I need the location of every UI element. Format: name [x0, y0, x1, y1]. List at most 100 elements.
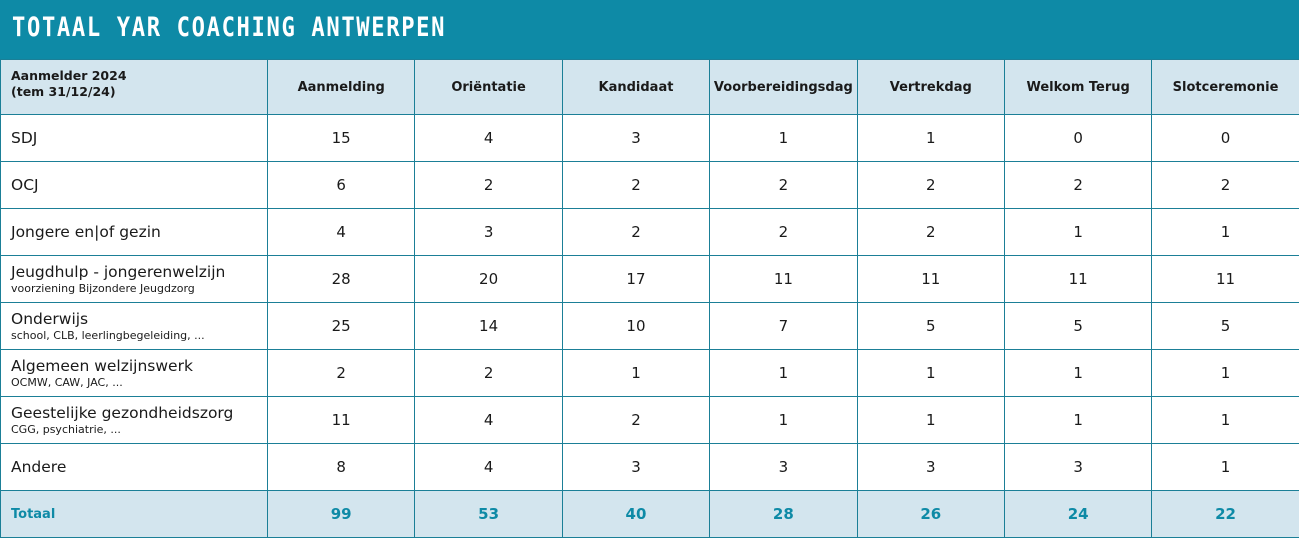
- table-cell: 6: [268, 162, 415, 209]
- row-subtitle: CGG, psychiatrie, ...: [11, 423, 267, 436]
- table-cell: 5: [1004, 303, 1151, 350]
- table-cell: 2: [857, 162, 1004, 209]
- total-value: 24: [1004, 491, 1151, 538]
- table-cell: 1: [857, 115, 1004, 162]
- table-cell: 1: [1152, 397, 1299, 444]
- row-name: Algemeen welzijnswerk: [11, 357, 267, 376]
- header-aanmelder-line1: Aanmelder 2024: [11, 68, 267, 84]
- header-kandidaat: Kandidaat: [562, 60, 709, 115]
- row-name: Onderwijs: [11, 310, 267, 329]
- table-cell: 1: [1004, 209, 1151, 256]
- table-cell: 2: [562, 397, 709, 444]
- total-value: 28: [710, 491, 857, 538]
- row-label: Jongere en|of gezin: [1, 209, 268, 256]
- row-subtitle: voorziening Bijzondere Jeugdzorg: [11, 282, 267, 295]
- header-aanmelder-line2: (tem 31/12/24): [11, 84, 267, 100]
- table-cell: 2: [562, 162, 709, 209]
- row-name: Geestelijke gezondheidszorg: [11, 404, 267, 423]
- table-cell: 1: [710, 350, 857, 397]
- table-cell: 5: [1152, 303, 1299, 350]
- table-cell: 1: [1152, 444, 1299, 491]
- table-cell: 8: [268, 444, 415, 491]
- table-cell: 3: [562, 444, 709, 491]
- table-cell: 5: [857, 303, 1004, 350]
- table-cell: 11: [1152, 256, 1299, 303]
- row-label: OCJ: [1, 162, 268, 209]
- total-label: Totaal: [1, 491, 268, 538]
- table-cell: 3: [415, 209, 562, 256]
- table-cell: 7: [710, 303, 857, 350]
- table-cell: 3: [562, 115, 709, 162]
- header-orientatie: Oriëntatie: [415, 60, 562, 115]
- table-cell: 11: [268, 397, 415, 444]
- table-cell: 1: [1152, 209, 1299, 256]
- table-cell: 1: [1004, 397, 1151, 444]
- page-title: TOTAAL YAR COACHING ANTWERPEN: [12, 10, 1067, 46]
- table-cell: 2: [1152, 162, 1299, 209]
- table-cell: 1: [1004, 350, 1151, 397]
- header-vertrekdag: Vertrekdag: [857, 60, 1004, 115]
- title-banner: TOTAAL YAR COACHING ANTWERPEN: [0, 0, 1299, 59]
- table-cell: 20: [415, 256, 562, 303]
- row-subtitle: school, CLB, leerlingbegeleiding, ...: [11, 329, 267, 342]
- table-cell: 1: [857, 350, 1004, 397]
- table-cell: 4: [415, 115, 562, 162]
- table-cell: 2: [857, 209, 1004, 256]
- table-cell: 11: [710, 256, 857, 303]
- table-cell: 15: [268, 115, 415, 162]
- total-value: 53: [415, 491, 562, 538]
- header-voorbereidingsdag: Voorbereidingsdag: [710, 60, 857, 115]
- table-cell: 2: [710, 209, 857, 256]
- table-cell: 17: [562, 256, 709, 303]
- table-cell: 28: [268, 256, 415, 303]
- table-cell: 2: [1004, 162, 1151, 209]
- row-name: Jeugdhulp - jongerenwelzijn: [11, 263, 267, 282]
- total-value: 22: [1152, 491, 1299, 538]
- table-cell: 4: [268, 209, 415, 256]
- table-cell: 3: [710, 444, 857, 491]
- row-name: OCJ: [11, 176, 267, 195]
- table-cell: 2: [710, 162, 857, 209]
- table-cell: 2: [415, 350, 562, 397]
- table-cell: 1: [562, 350, 709, 397]
- header-welkom-terug: Welkom Terug: [1004, 60, 1151, 115]
- row-name: Jongere en|of gezin: [11, 223, 267, 242]
- table-cell: 25: [268, 303, 415, 350]
- table-cell: 1: [1152, 350, 1299, 397]
- table-cell: 11: [1004, 256, 1151, 303]
- table-cell: 1: [710, 397, 857, 444]
- table-cell: 2: [562, 209, 709, 256]
- table-cell: 3: [857, 444, 1004, 491]
- table-cell: 1: [710, 115, 857, 162]
- table-cell: 0: [1004, 115, 1151, 162]
- table-cell: 4: [415, 397, 562, 444]
- header-aanmelding: Aanmelding: [268, 60, 415, 115]
- row-subtitle: OCMW, CAW, JAC, ...: [11, 376, 267, 389]
- table-cell: 1: [857, 397, 1004, 444]
- table-cell: 4: [415, 444, 562, 491]
- table-cell: 3: [1004, 444, 1151, 491]
- row-label: Andere: [1, 444, 268, 491]
- table-cell: 2: [415, 162, 562, 209]
- table-cell: 10: [562, 303, 709, 350]
- header-row: Aanmelder 2024 (tem 31/12/24) Aanmelding…: [1, 60, 1299, 115]
- row-label: SDJ: [1, 115, 268, 162]
- row-name: SDJ: [11, 129, 267, 148]
- total-value: 40: [562, 491, 709, 538]
- total-value: 26: [857, 491, 1004, 538]
- row-name: Andere: [11, 458, 267, 477]
- table-cell: 14: [415, 303, 562, 350]
- statistics-table: Aanmelder 2024 (tem 31/12/24) Aanmelding…: [0, 59, 1299, 538]
- total-row: Totaal 99 53 40 28 26 24 22: [1, 491, 1299, 538]
- table-cell: 0: [1152, 115, 1299, 162]
